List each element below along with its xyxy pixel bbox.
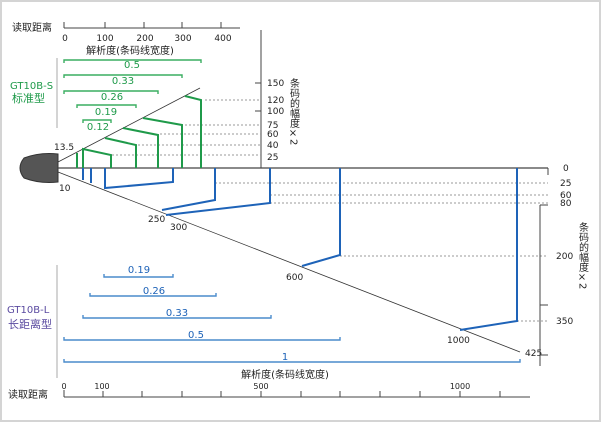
long-range-model-name: GT10B-L [7, 305, 50, 316]
resolution-label: 0.33 [112, 76, 134, 87]
resolution-label: 0.5 [188, 330, 204, 341]
bottom-distance-axis [63, 390, 530, 398]
near-distance-top: 13.5 [54, 143, 74, 153]
standard-field-edge [57, 87, 201, 163]
resolution-label: 0.33 [166, 308, 188, 319]
resolution-label: 0.19 [95, 107, 117, 118]
bottom-tick: 0 [61, 382, 66, 391]
resolution-bracket-0.26 [63, 90, 159, 94]
distance-mark: 425 [525, 349, 542, 359]
width-tick: 100 [267, 107, 284, 117]
width-tick: 80 [560, 199, 572, 209]
width-tick: 120 [267, 96, 284, 106]
bottom-tick: 100 [94, 382, 109, 391]
width-tick: 150 [267, 79, 284, 89]
distance-mark: 250 [148, 215, 165, 225]
resolution-bracket-0.26 [89, 293, 217, 297]
standard-range-profiles [76, 95, 202, 168]
near-distance-bottom: 10 [59, 184, 71, 194]
bottom-width-axis-title: 条码的幅度×2 [577, 221, 589, 290]
top-resolution-label: 解析度(条码线宽度) [86, 44, 174, 57]
width-tick: 60 [560, 191, 572, 201]
top-distance-label: 读取距离 [12, 21, 52, 34]
distance-mark: 1000 [447, 336, 470, 346]
resolution-bracket-0.12 [82, 119, 112, 123]
width-tick: 40 [267, 141, 279, 151]
distance-mark: 300 [170, 223, 187, 233]
long-range-model-type: 长距离型 [8, 317, 52, 331]
top-width-axis-title: 条码的幅度×2 [288, 77, 300, 146]
resolution-bracket-1 [63, 359, 521, 363]
resolution-label: 1 [282, 352, 288, 363]
standard-model-type: 标准型 [12, 91, 45, 105]
width-tick: 200 [556, 252, 573, 262]
scanner-head-icon [19, 153, 59, 183]
top-distance-axis [63, 22, 240, 29]
bottom-resolution-label: 解析度(条码线宽度) [241, 368, 329, 381]
standard-model-name: GT10B-S [10, 81, 53, 92]
top-tick: 0 [62, 34, 68, 44]
long-range-field-edge [57, 171, 521, 353]
top-tick: 400 [214, 34, 231, 44]
width-tick: 25 [560, 179, 571, 189]
top-tick: 300 [174, 34, 191, 44]
resolution-bracket-0.33 [82, 315, 272, 319]
bottom-tick: 500 [253, 382, 268, 391]
long-range-profiles [82, 168, 518, 331]
resolution-label: 0.26 [143, 286, 165, 297]
resolution-bracket-0.5 [63, 337, 341, 341]
width-tick: 0 [563, 164, 569, 174]
width-tick: 25 [267, 153, 278, 163]
resolution-label: 0.19 [128, 265, 150, 276]
top-tick: 200 [136, 34, 153, 44]
width-tick: 75 [267, 121, 278, 131]
bottom-distance-label: 读取距离 [8, 388, 48, 401]
resolution-bracket-0.19 [103, 274, 174, 278]
resolution-bracket-0.33 [63, 74, 183, 78]
top-tick: 100 [96, 34, 113, 44]
resolution-bracket-0.5 [63, 59, 202, 63]
resolution-bracket-0.19 [76, 104, 137, 108]
width-tick: 350 [556, 317, 573, 327]
bottom-tick: 1000 [450, 382, 470, 391]
distance-mark: 600 [286, 273, 303, 283]
resolution-label: 0.12 [87, 122, 109, 133]
resolution-label: 0.26 [101, 92, 123, 103]
resolution-label: 0.5 [124, 60, 140, 71]
width-tick: 60 [267, 130, 279, 140]
